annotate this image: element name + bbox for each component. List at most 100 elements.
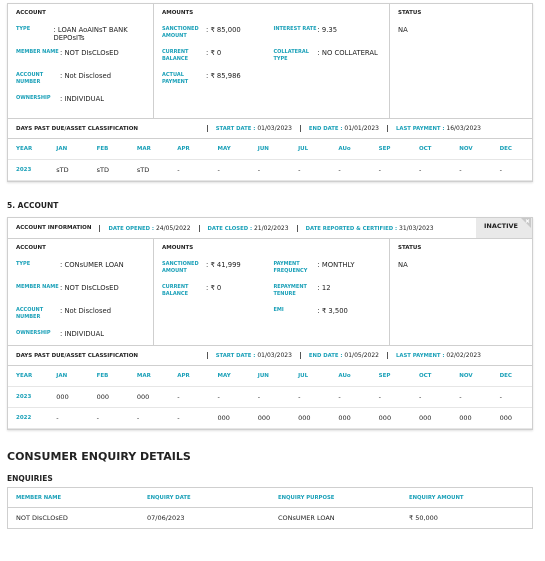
dpd-heading: DAYS PAST DUE/ASSET CLASSIFICATION	[16, 352, 138, 359]
field-label: MEMBER NAME	[16, 284, 59, 290]
header-cell: NOV	[459, 146, 473, 152]
field: OWNERSHIP: INDIVIDUAL	[16, 95, 145, 115]
field: ACTUAL PAYMENT: ₹ 85,986	[162, 72, 273, 92]
header-cell: ENQUIRY DATE	[147, 494, 191, 501]
header-cell: ENQUIRY AMOUNT	[409, 494, 464, 501]
status-column: STATUS NA	[389, 4, 532, 118]
info-item: DATE REPORTED & CERTIFIED : 31/03/2023	[296, 224, 442, 232]
cell: -	[338, 393, 341, 401]
dpd-label: START DATE :	[215, 126, 256, 132]
cell: 000	[298, 414, 311, 422]
amounts-grid: SANCTIONED AMOUNT: ₹ 85,000 CURRENT BALAN…	[162, 26, 381, 95]
info-value: 21/02/2023	[253, 224, 289, 232]
amounts-left: SANCTIONED AMOUNT: ₹ 85,000 CURRENT BALAN…	[162, 26, 273, 95]
field-value: : MONTHLY	[317, 261, 355, 269]
field-label: OWNERSHIP	[16, 330, 51, 336]
enquiry-table: MEMBER NAME ENQUIRY DATE ENQUIRY PURPOSE EN…	[7, 487, 533, 529]
header-cell: APR	[177, 146, 190, 152]
cell: -	[338, 166, 341, 174]
field-value: : NOT DIsCLOsED	[60, 49, 119, 57]
account-card: ACCOUNT TYPE: LOAN AoAINsT BANK DEPOsITs M…	[7, 3, 533, 182]
table-header: YEAR JAN FEB MAR APR MAY JUN JUL AUo SEP OCT NOV DEC	[8, 139, 532, 160]
cell: NOT DIsCLOsED	[16, 514, 68, 522]
section-heading: 5. ACCOUNT	[7, 201, 59, 210]
column-heading: AMOUNTS	[162, 10, 194, 16]
field-label: ACCOUNT NUMBER	[16, 307, 44, 320]
enquiry-row: NOT DIsCLOsED 07/06/2023 CONsUMER LOAN ₹ 50…	[8, 508, 532, 528]
field-label: ACCOUNT NUMBER	[16, 72, 44, 85]
field-label: OWNERSHIP	[16, 95, 51, 101]
cell: -	[177, 414, 180, 422]
cell: -	[177, 393, 180, 401]
header-cell: ENQUIRY PURPOSE	[278, 494, 335, 501]
field-label: CURRENT BALANCE	[162, 49, 189, 62]
cell: -	[298, 166, 301, 174]
status-column: STATUS NA	[389, 239, 532, 345]
header-cell: DEC	[499, 146, 512, 152]
details: ACCOUNT TYPE: CONsUMER LOAN MEMBER NAME: N…	[8, 239, 532, 346]
cell: -	[418, 166, 422, 174]
info-label: DATE REPORTED & CERTIFIED :	[305, 225, 398, 232]
account-card: ACCOUNT INFORMATION DATE OPENED : 24/05/2…	[7, 217, 533, 430]
cell: -	[217, 393, 220, 401]
cell: -	[459, 166, 462, 174]
field-value: : ₹ 0	[206, 284, 222, 292]
field: PAYMENT FREQUENCY : MONTHLY	[273, 261, 381, 281]
field: EMI: ₹ 3,500	[273, 307, 381, 327]
dpd-label: LAST PAYMENT :	[396, 353, 445, 359]
field-label: SANCTIONED AMOUNT	[162, 26, 199, 39]
cell: sTD	[56, 166, 69, 174]
enquiry-subtitle: ENQUIRIES	[7, 474, 53, 483]
table-header: YEAR JAN FEB MAR APR MAY JUN JUL AUo SEP OCT NOV DEC	[8, 366, 532, 387]
field-label: MEMBER NAME	[16, 49, 59, 55]
info-value: 24/05/2022	[155, 224, 191, 232]
details: ACCOUNT TYPE: LOAN AoAINsT BANK DEPOsITs M…	[8, 4, 532, 119]
year-cell: 2023	[16, 167, 32, 173]
cell: 000	[257, 414, 271, 422]
header-cell: JUN	[257, 146, 269, 152]
dpd-label: END DATE :	[308, 126, 343, 132]
header-cell: SEP	[378, 146, 391, 152]
cell: 000	[418, 414, 432, 422]
status-value: NA	[398, 26, 408, 34]
dpd-value: 16/03/2023	[446, 125, 481, 132]
cell: -	[96, 414, 99, 422]
enquiry-header: MEMBER NAME ENQUIRY DATE ENQUIRY PURPOSE EN…	[8, 488, 532, 508]
amounts-grid: SANCTIONED AMOUNT: ₹ 41,999 CURRENT BALAN…	[162, 261, 381, 330]
cell: -	[298, 393, 301, 401]
field-label: REPAYMENT TENURE	[273, 284, 307, 297]
close-icon[interactable]	[521, 218, 531, 228]
header-cell: MAY	[217, 146, 231, 152]
field-value: : INDIVIDUAL	[60, 330, 105, 338]
cell: -	[499, 166, 502, 174]
header-cell: JUL	[298, 146, 309, 152]
field-value: : NO COLLATERAL	[317, 49, 378, 57]
cell: 000	[56, 393, 69, 401]
cell: CONsUMER LOAN	[278, 514, 335, 522]
field: REPAYMENT TENURE: 12	[273, 284, 381, 304]
header-cell: OCT	[418, 146, 432, 152]
cell: -	[499, 393, 502, 401]
amounts-right: INTEREST RATE: 9.35 COLLATERAL TYPE: NO C…	[273, 26, 381, 95]
field: OWNERSHIP : INDIVIDUAL	[16, 330, 145, 350]
field: MEMBER NAME: NOT DIsCLOsED	[16, 49, 145, 69]
header-cell: AUo	[338, 146, 351, 152]
header-cell: OCT	[418, 373, 432, 379]
dpd-value: 01/01/2023	[344, 125, 379, 132]
field-label: PAYMENT FREQUENCY	[273, 261, 308, 274]
cell: 000	[378, 414, 392, 422]
cell: -	[257, 393, 261, 401]
header-cell: YEAR	[16, 146, 33, 152]
cell: 000	[136, 393, 150, 401]
field: SANCTIONED AMOUNT: ₹ 85,000	[162, 26, 273, 46]
info-item: DATE OPENED : 24/05/2022	[99, 224, 198, 232]
field: MEMBER NAME: NOT DIsCLOsED	[16, 284, 145, 304]
field: INTEREST RATE: 9.35	[273, 26, 381, 46]
cell: -	[418, 393, 422, 401]
dpd-date: END DATE : 01/01/2023	[299, 125, 387, 132]
dpd-date: LAST PAYMENT : 16/03/2023	[387, 125, 524, 132]
cell: 07/06/2023	[147, 514, 185, 522]
dpd-heading: DAYS PAST DUE/ASSET CLASSIFICATION	[16, 125, 138, 132]
amounts-right: PAYMENT FREQUENCY : MONTHLY REPAYMENT TENU…	[273, 261, 381, 330]
